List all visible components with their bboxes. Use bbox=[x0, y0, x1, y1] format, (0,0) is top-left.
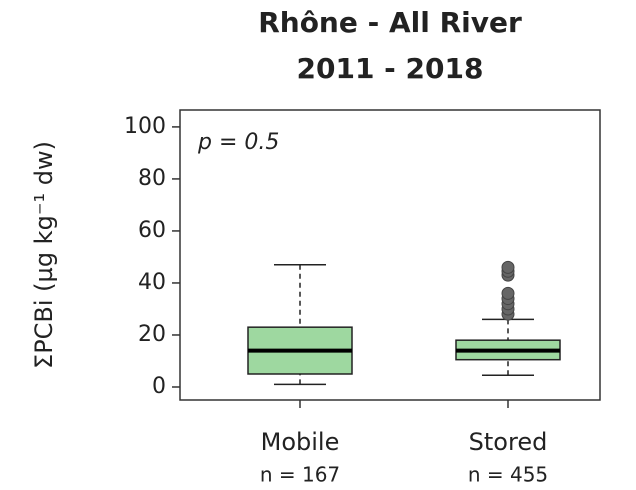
n-label: n = 455 bbox=[468, 463, 548, 487]
y-tick-label: 40 bbox=[138, 270, 166, 295]
y-tick-label: 100 bbox=[124, 114, 166, 139]
chart-title: Rhône - All River bbox=[258, 6, 522, 39]
y-tick-label: 80 bbox=[138, 166, 166, 191]
y-tick-label: 60 bbox=[138, 218, 166, 243]
annotation: p = 0.5 bbox=[197, 130, 279, 155]
x-tick-label: Mobile bbox=[261, 428, 340, 456]
y-tick-label: 20 bbox=[138, 322, 166, 347]
y-axis-label: ΣPCBi (µg kg⁻¹ dw) bbox=[30, 141, 58, 369]
x-tick-label: Stored bbox=[469, 428, 548, 456]
outlier bbox=[501, 260, 515, 274]
chart-title: 2011 - 2018 bbox=[297, 52, 484, 85]
y-tick-label: 0 bbox=[152, 374, 166, 399]
outlier bbox=[501, 286, 515, 300]
plot-frame bbox=[179, 109, 601, 401]
n-label: n = 167 bbox=[260, 463, 340, 487]
